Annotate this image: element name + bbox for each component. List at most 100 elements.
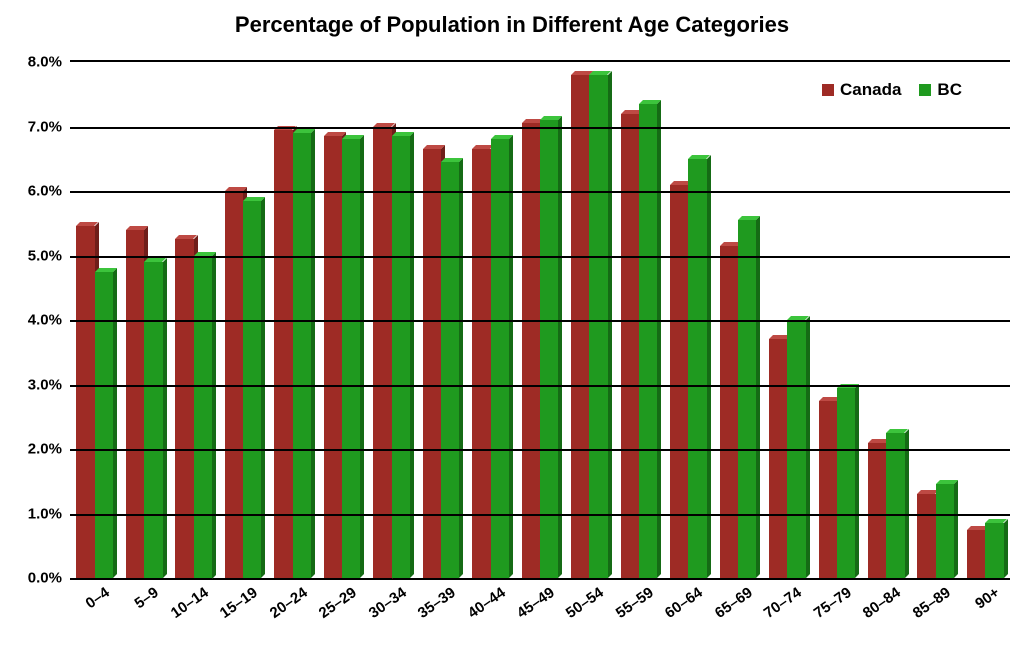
bar-side	[954, 480, 958, 578]
bar-bc	[738, 220, 756, 578]
y-axis-label: 1.0%	[28, 505, 62, 522]
bar-bc	[194, 256, 212, 579]
bar-bc	[441, 162, 459, 578]
bar-canada	[720, 246, 738, 578]
bar-side	[311, 129, 315, 578]
legend-swatch	[919, 84, 931, 96]
x-axis-label: 60–64	[662, 584, 706, 622]
bar-face	[540, 120, 558, 578]
bar-face	[886, 433, 904, 578]
bar-top	[243, 197, 265, 201]
bar-bc	[540, 120, 558, 578]
bar-canada	[621, 114, 639, 578]
chart-title: Percentage of Population in Different Ag…	[0, 12, 1024, 38]
bar-side	[410, 132, 414, 578]
bar-bc	[589, 75, 607, 578]
x-axis-label: 5–9	[132, 584, 162, 612]
x-axis-label: 75–79	[811, 584, 855, 622]
bar-face	[985, 523, 1003, 578]
bar-face	[76, 226, 94, 578]
x-axis-label: 15–19	[217, 584, 261, 622]
bar-canada	[274, 130, 292, 578]
bar-canada	[126, 230, 144, 578]
bar-top	[738, 216, 760, 220]
bar-canada	[324, 136, 342, 578]
bar-canada	[76, 226, 94, 578]
bar-face	[441, 162, 459, 578]
bar-face	[571, 75, 589, 578]
legend-item-canada: Canada	[822, 80, 901, 100]
bar-side	[657, 100, 661, 578]
bar-face	[967, 530, 985, 578]
y-axis-label: 0.0%	[28, 570, 62, 587]
bar-face	[491, 139, 509, 578]
legend-label: Canada	[840, 80, 901, 100]
bar-side	[163, 258, 167, 578]
bar-side	[509, 135, 513, 578]
bar-face	[342, 139, 360, 578]
bar-face	[324, 136, 342, 578]
bar-bc	[392, 136, 410, 578]
y-axis-label: 2.0%	[28, 441, 62, 458]
bar-face	[194, 256, 212, 579]
gridline	[70, 256, 1010, 258]
bar-top	[639, 100, 661, 104]
bar-canada	[819, 401, 837, 578]
bar-canada	[769, 339, 787, 578]
bar-top	[491, 135, 513, 139]
x-axis-label: 20–24	[266, 584, 310, 622]
bar-side	[558, 116, 562, 578]
bar-side	[113, 268, 117, 578]
x-axis-label: 35–39	[415, 584, 459, 622]
bar-bc	[95, 272, 113, 578]
bar-bc	[342, 139, 360, 578]
x-axis-label: 30–34	[365, 584, 409, 622]
chart-container: Percentage of Population in Different Ag…	[0, 0, 1024, 656]
x-axis-label: 0–4	[82, 584, 112, 612]
bar-canada	[917, 494, 935, 578]
bar-side	[855, 384, 859, 578]
bar-face	[819, 401, 837, 578]
bar-top	[126, 226, 148, 230]
bar-bc	[491, 139, 509, 578]
x-axis-label: 25–29	[316, 584, 360, 622]
bar-side	[905, 429, 909, 578]
bar-face	[373, 127, 391, 579]
x-axis-label: 85–89	[910, 584, 954, 622]
x-axis-label: 10–14	[167, 584, 211, 622]
bar-bc	[293, 133, 311, 578]
bar-face	[868, 443, 886, 578]
x-axis-label: 45–49	[514, 584, 558, 622]
bar-face	[720, 246, 738, 578]
bar-top	[95, 268, 117, 272]
bar-canada	[175, 239, 193, 578]
bar-side	[261, 197, 265, 578]
bar-canada	[373, 127, 391, 579]
bar-top	[423, 145, 445, 149]
bar-face	[144, 262, 162, 578]
gridline	[70, 320, 1010, 322]
gridline	[70, 191, 1010, 193]
bar-bc	[837, 388, 855, 578]
bar-bc	[886, 433, 904, 578]
bar-face	[936, 484, 954, 578]
gridline	[70, 514, 1010, 516]
bar-face	[274, 130, 292, 578]
bar-face	[95, 272, 113, 578]
bar-side	[806, 316, 810, 578]
bar-bc	[639, 104, 657, 578]
x-axis-label: 40–44	[464, 584, 508, 622]
bar-face	[639, 104, 657, 578]
bar-face	[738, 220, 756, 578]
y-axis-label: 5.0%	[28, 247, 62, 264]
legend: CanadaBC	[822, 80, 962, 100]
bar-canada	[967, 530, 985, 578]
bar-top	[293, 129, 315, 133]
bar-canada	[670, 185, 688, 578]
bar-side	[1004, 519, 1008, 578]
plot-area: 0–45–910–1415–1920–2425–2930–3435–3940–4…	[70, 60, 1010, 580]
bar-bc	[144, 262, 162, 578]
bar-face	[670, 185, 688, 578]
gridline	[70, 449, 1010, 451]
y-axis-label: 8.0%	[28, 54, 62, 71]
